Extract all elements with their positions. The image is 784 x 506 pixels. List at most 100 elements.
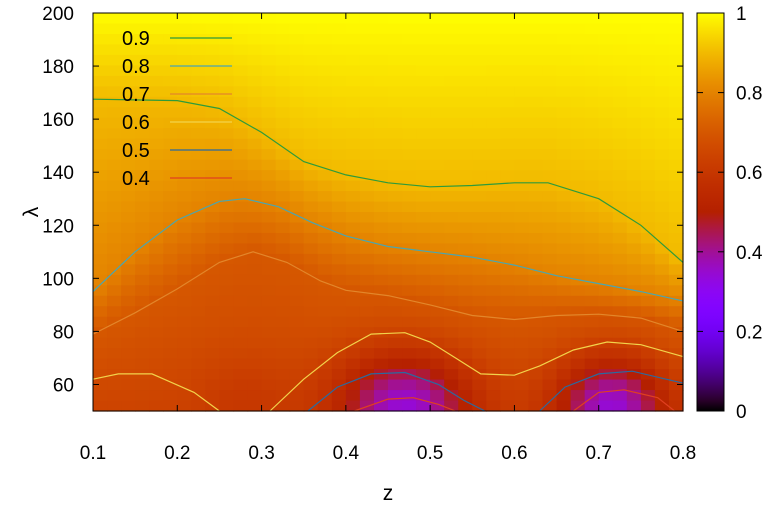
heatmap-cell xyxy=(528,253,544,265)
heatmap-cell xyxy=(359,170,375,182)
heatmap-cell xyxy=(163,107,178,119)
heatmap-cell xyxy=(444,348,459,360)
heatmap-cell xyxy=(247,170,263,182)
heatmap-cell xyxy=(402,358,417,370)
heatmap-cell xyxy=(626,138,642,150)
heatmap-cell xyxy=(289,138,305,150)
heatmap-cell xyxy=(444,295,459,307)
heatmap-cell xyxy=(542,295,558,307)
heatmap-cell xyxy=(205,306,221,318)
heatmap-cell xyxy=(556,75,572,87)
heatmap-cell xyxy=(177,44,192,56)
heatmap-cell xyxy=(107,138,122,150)
heatmap-cell xyxy=(528,75,544,87)
heatmap-cell xyxy=(430,369,445,381)
heatmap-cell xyxy=(219,159,235,171)
heatmap-cell xyxy=(191,128,206,140)
heatmap-cell xyxy=(345,180,361,192)
heatmap-cell xyxy=(233,232,249,245)
heatmap-cell xyxy=(163,138,178,150)
heatmap-cell xyxy=(430,23,445,35)
heatmap-cell xyxy=(472,327,487,339)
heatmap-cell xyxy=(668,232,684,245)
heatmap-cell xyxy=(289,96,305,108)
heatmap-cell xyxy=(247,264,263,276)
heatmap-cell xyxy=(289,285,305,297)
heatmap-cell xyxy=(317,232,333,245)
heatmap-cell xyxy=(500,222,516,234)
heatmap-cell xyxy=(247,107,263,119)
heatmap-cell xyxy=(514,306,530,318)
heatmap-cell xyxy=(430,379,445,391)
heatmap-cell xyxy=(191,75,206,87)
heatmap-cell xyxy=(219,295,235,307)
heatmap-cell xyxy=(416,191,431,203)
heatmap-cell xyxy=(135,65,150,77)
heatmap-cell xyxy=(359,107,375,119)
heatmap-cell xyxy=(472,348,487,360)
heatmap-cell xyxy=(458,159,473,171)
heatmap-cell xyxy=(163,316,178,328)
heatmap-cell xyxy=(472,253,487,265)
heatmap-cell xyxy=(317,201,333,213)
heatmap-cell xyxy=(177,159,192,171)
heatmap-cell xyxy=(107,96,122,108)
heatmap-cell xyxy=(584,128,600,140)
heatmap-cell xyxy=(233,138,249,150)
heatmap-cell xyxy=(598,149,614,161)
heatmap-cell xyxy=(626,400,642,412)
heatmap-cell xyxy=(93,128,108,140)
heatmap-cell xyxy=(542,96,558,108)
heatmap-cell xyxy=(345,33,361,46)
heatmap-cell xyxy=(626,65,642,77)
heatmap-cell xyxy=(472,306,487,318)
heatmap-cell xyxy=(388,337,403,349)
heatmap-cell xyxy=(107,180,122,192)
heatmap-cell xyxy=(317,65,333,77)
heatmap-cell xyxy=(177,117,192,129)
heatmap-cell xyxy=(107,201,122,213)
heatmap-cell xyxy=(121,295,136,307)
contour-lines xyxy=(92,98,684,412)
heatmap-cell xyxy=(542,191,558,203)
heatmap-cell xyxy=(402,13,417,25)
heatmap-cell xyxy=(640,232,656,245)
heatmap-cell xyxy=(458,138,473,150)
heatmap-cell xyxy=(570,54,586,66)
heatmap-cell xyxy=(528,212,544,224)
heatmap-cell xyxy=(640,285,656,297)
heatmap-cell xyxy=(570,159,586,171)
heatmap-cell xyxy=(612,180,628,192)
heatmap-cell xyxy=(93,138,108,150)
heatmap-cell xyxy=(107,54,122,66)
heatmap-cell xyxy=(640,316,656,328)
heatmap-cell xyxy=(219,337,235,349)
heatmap-cell xyxy=(331,337,347,349)
heatmap-cell xyxy=(388,348,403,360)
heatmap-cell xyxy=(542,285,558,297)
heatmap-cell xyxy=(247,96,263,108)
heatmap-cell xyxy=(247,212,263,224)
heatmap-cell xyxy=(317,96,333,108)
heatmap-cell xyxy=(275,159,291,171)
heatmap-cell xyxy=(135,128,150,140)
heatmap-cell xyxy=(416,65,431,77)
heatmap-cell xyxy=(444,149,459,161)
contour-line-0.6 xyxy=(269,332,684,412)
heatmap-cell xyxy=(289,295,305,307)
heatmap-cell xyxy=(472,316,487,328)
heatmap-cell xyxy=(121,180,136,192)
heatmap-cell xyxy=(93,316,108,328)
x-tick-label: 0.6 xyxy=(501,443,527,464)
y-tick-label: 120 xyxy=(42,216,74,237)
heatmap-cell xyxy=(430,96,445,108)
heatmap-cell xyxy=(135,96,150,108)
heatmap-cell xyxy=(317,86,333,98)
heatmap-cell xyxy=(93,379,108,391)
heatmap-cell xyxy=(388,138,403,150)
heatmap-cell xyxy=(177,23,192,35)
heatmap-cell xyxy=(317,191,333,203)
heatmap-cell xyxy=(135,201,150,213)
heatmap-cell xyxy=(275,327,291,339)
heatmap-cell xyxy=(626,243,642,255)
